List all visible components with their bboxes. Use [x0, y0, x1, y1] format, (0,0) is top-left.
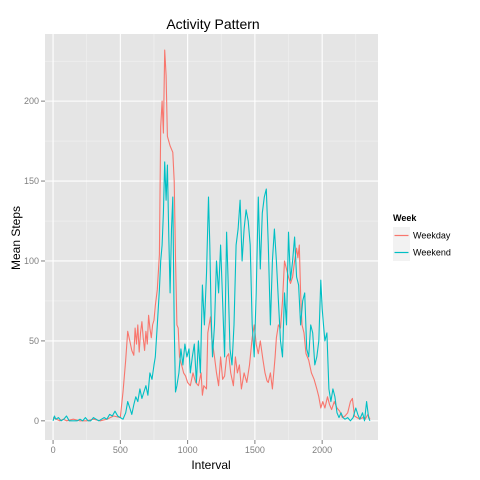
series-lines: [52, 49, 371, 422]
x-axis: 0 500 1000 1500 2000: [51, 440, 332, 455]
y-axis-title: Mean Steps: [9, 206, 23, 270]
series-line-weekend: [52, 161, 371, 422]
y-tick-label: 50: [29, 336, 39, 346]
x-axis-title: Interval: [191, 458, 230, 472]
x-tick-label: 2000: [312, 445, 332, 455]
chart-title: Activity Pattern: [166, 16, 259, 32]
y-tick-label: 100: [24, 256, 39, 266]
y-axis: 0 50 100 150 200: [24, 96, 45, 426]
y-tick-label: 0: [34, 416, 39, 426]
x-tick-label: 0: [51, 445, 56, 455]
legend-label-weekday: Weekday: [413, 231, 451, 241]
legend-title: Week: [393, 213, 417, 223]
series-line-weekday: [52, 49, 371, 422]
y-tick-label: 200: [24, 96, 39, 106]
x-tick-label: 500: [113, 445, 128, 455]
x-tick-label: 1500: [245, 445, 265, 455]
y-tick-label: 150: [24, 176, 39, 186]
x-tick-label: 1000: [178, 445, 198, 455]
legend: Week Weekday Weekend: [393, 213, 451, 261]
legend-label-weekend: Weekend: [413, 248, 451, 258]
legend-items: Weekday Weekend: [393, 227, 451, 261]
